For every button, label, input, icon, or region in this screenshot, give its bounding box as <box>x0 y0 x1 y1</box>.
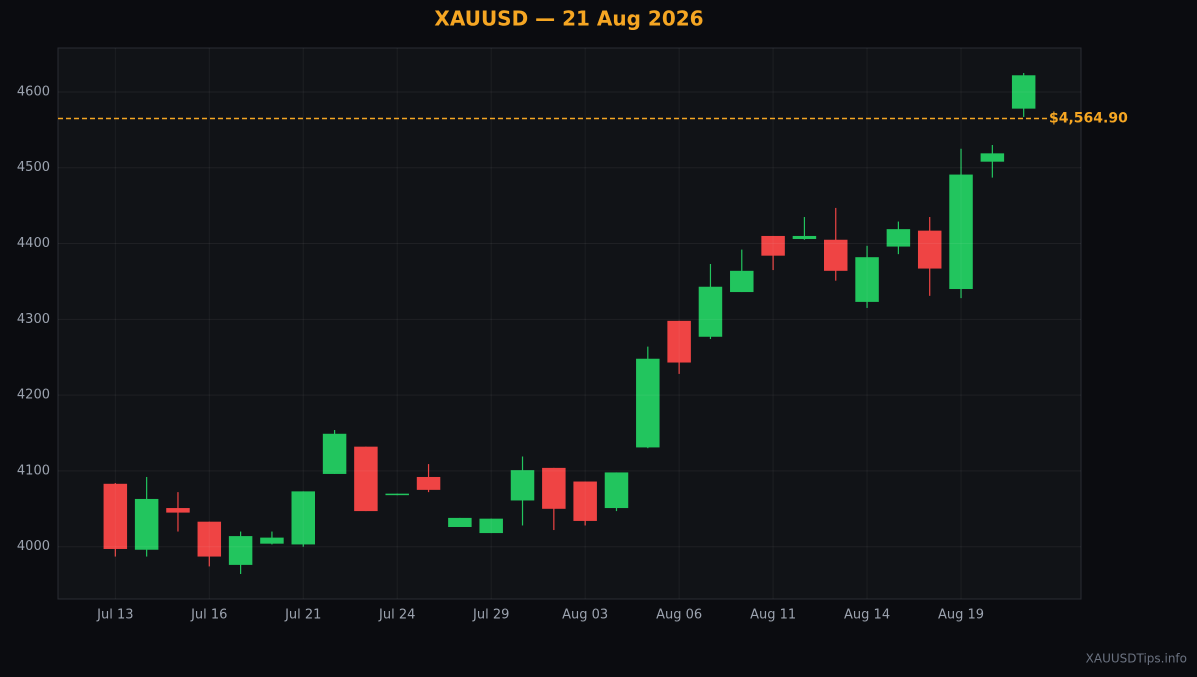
y-tick-label: 4100 <box>17 463 50 478</box>
x-tick-label: Jul 21 <box>284 608 321 623</box>
y-tick-label: 4400 <box>17 236 50 251</box>
y-tick-label: 4500 <box>17 160 50 175</box>
x-tick-label: Jul 24 <box>378 608 415 623</box>
candle-body <box>291 491 316 545</box>
candle-body <box>917 230 942 269</box>
candle-body <box>479 518 503 534</box>
price-label: $4,564.90 <box>1049 111 1128 127</box>
candle-body <box>166 508 190 513</box>
candle-body <box>980 153 1005 162</box>
x-tick-label: Aug 06 <box>656 608 702 623</box>
x-tick-label: Aug 03 <box>562 608 608 623</box>
candle-body <box>855 257 879 302</box>
x-tick-label: Jul 29 <box>472 608 509 623</box>
x-tick-label: Jul 13 <box>96 608 133 623</box>
candle-body <box>886 229 911 247</box>
y-tick-label: 4000 <box>17 539 50 554</box>
candle-body <box>197 521 222 557</box>
candle-body <box>385 493 409 496</box>
candle-body <box>228 536 253 565</box>
candle-body <box>761 235 785 256</box>
candle-body <box>573 481 597 521</box>
candle-body <box>448 517 472 527</box>
y-tick-label: 4200 <box>17 388 50 403</box>
x-tick-label: Aug 14 <box>844 608 890 623</box>
candle-body <box>260 537 284 544</box>
x-tick-label: Jul 16 <box>190 608 227 623</box>
candle-body <box>134 498 159 550</box>
x-tick-label: Aug 19 <box>938 608 984 623</box>
candle-body <box>604 472 629 509</box>
candle-body <box>636 358 660 448</box>
candle-body <box>792 235 817 239</box>
candle-body <box>542 467 566 509</box>
candle-body <box>416 476 441 490</box>
candle-body <box>103 483 128 549</box>
candle-body <box>322 433 347 474</box>
candle-body <box>949 174 973 290</box>
candle-body <box>510 470 535 501</box>
y-tick-label: 4600 <box>17 84 50 99</box>
candle-body <box>354 446 378 512</box>
x-tick-label: Aug 11 <box>750 608 796 623</box>
candle-body <box>1011 75 1036 109</box>
candle-body <box>698 286 723 337</box>
candle-body <box>667 320 691 363</box>
watermark: XAUUSDTips.info <box>1086 652 1187 666</box>
y-tick-label: 4300 <box>17 312 50 327</box>
chart-title: XAUUSD — 21 Aug 2026 <box>434 7 703 31</box>
candle-body <box>823 239 848 271</box>
plot-area <box>57 47 1082 600</box>
candle-body <box>730 270 754 293</box>
